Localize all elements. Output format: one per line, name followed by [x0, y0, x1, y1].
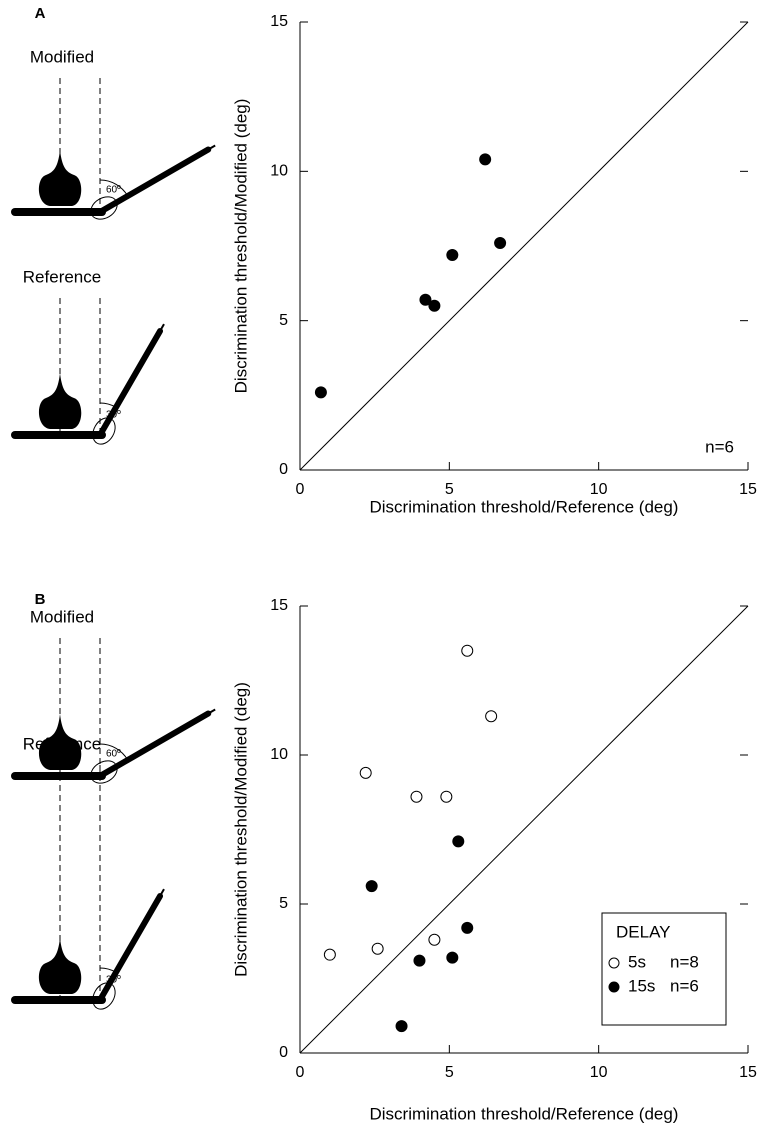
- y-tick-label: 0: [279, 461, 288, 478]
- data-point: [494, 237, 507, 250]
- contact-ellipse: [92, 982, 116, 1010]
- data-point: [440, 790, 453, 803]
- data-point: [323, 948, 336, 961]
- data-point: [314, 386, 327, 399]
- y-tick-label: 10: [270, 746, 288, 763]
- data-point: [359, 766, 372, 779]
- y-axis-label: Discrimination threshold/Modified (deg): [231, 99, 250, 394]
- panel-label: B: [35, 591, 46, 608]
- x-tick-label: 0: [296, 481, 305, 498]
- arm-tip: [200, 144, 216, 155]
- diagram-label: Reference: [23, 267, 101, 286]
- arm-tip: [200, 708, 216, 719]
- angle-label: 30º: [106, 410, 121, 421]
- data-point: [419, 293, 432, 306]
- data-point: [446, 248, 459, 261]
- angle-label: 60º: [106, 749, 121, 760]
- hand-shape: [38, 150, 82, 206]
- y-tick-label: 15: [270, 597, 288, 614]
- legend-count: n=6: [670, 976, 699, 995]
- arm-tip: [155, 323, 165, 339]
- data-point: [461, 644, 474, 657]
- data-point: [452, 835, 465, 848]
- annotation: n=6: [705, 437, 734, 456]
- legend-marker: [608, 957, 620, 969]
- moving-arm: [97, 893, 163, 1003]
- diagram-label: Modified: [30, 607, 94, 626]
- panel-label: A: [35, 5, 46, 22]
- data-point: [428, 299, 441, 312]
- angle-label: 60º: [106, 185, 121, 196]
- data-point: [410, 790, 423, 803]
- diagram-label: Reference: [23, 734, 101, 753]
- y-axis-label: Discrimination threshold/Modified (deg): [231, 682, 250, 977]
- y-tick-label: 10: [270, 163, 288, 180]
- angle-arc: [99, 967, 117, 973]
- x-tick-label: 10: [590, 1064, 608, 1081]
- data-point: [485, 710, 498, 723]
- x-tick-label: 5: [445, 481, 454, 498]
- contact-ellipse: [92, 417, 116, 445]
- moving-arm: [97, 710, 212, 779]
- identity-line: [299, 21, 749, 471]
- legend-entry: 15s: [628, 976, 655, 995]
- moving-arm: [97, 328, 163, 438]
- hand-shape: [38, 938, 82, 994]
- data-point: [371, 942, 384, 955]
- x-axis-label: Discrimination threshold/Reference (deg): [370, 497, 679, 516]
- y-tick-label: 0: [279, 1044, 288, 1061]
- y-tick-label: 5: [279, 312, 288, 329]
- legend-marker: [608, 981, 620, 993]
- data-point: [479, 153, 492, 166]
- hand-shape: [38, 373, 82, 429]
- data-point: [395, 1020, 408, 1033]
- x-tick-label: 15: [739, 481, 757, 498]
- y-tick-label: 5: [279, 895, 288, 912]
- contact-ellipse: [90, 760, 118, 784]
- y-tick-label: 15: [270, 13, 288, 30]
- contact-ellipse: [90, 196, 118, 220]
- legend-box: [601, 912, 727, 1026]
- x-tick-label: 0: [296, 1064, 305, 1081]
- data-point: [428, 933, 441, 946]
- x-tick-label: 10: [590, 481, 608, 498]
- angle-arc: [99, 402, 117, 408]
- angle-label: 30º: [106, 975, 121, 986]
- legend-count: n=8: [670, 952, 699, 971]
- x-axis-label: Discrimination threshold/Reference (deg): [370, 1104, 679, 1123]
- data-point: [446, 951, 459, 964]
- angle-arc: [99, 743, 129, 761]
- x-tick-label: 5: [445, 1064, 454, 1081]
- moving-arm: [97, 146, 212, 215]
- legend-entry: 5s: [628, 952, 646, 971]
- hand-shape: [38, 714, 82, 770]
- data-point: [461, 921, 474, 934]
- angle-arc: [99, 179, 129, 197]
- diagram-label: Modified: [30, 47, 94, 66]
- arm-tip: [155, 888, 165, 904]
- data-point: [365, 880, 378, 893]
- legend-title: DELAY: [616, 922, 671, 941]
- x-tick-label: 15: [739, 1064, 757, 1081]
- data-point: [413, 954, 426, 967]
- identity-line: [299, 605, 749, 1054]
